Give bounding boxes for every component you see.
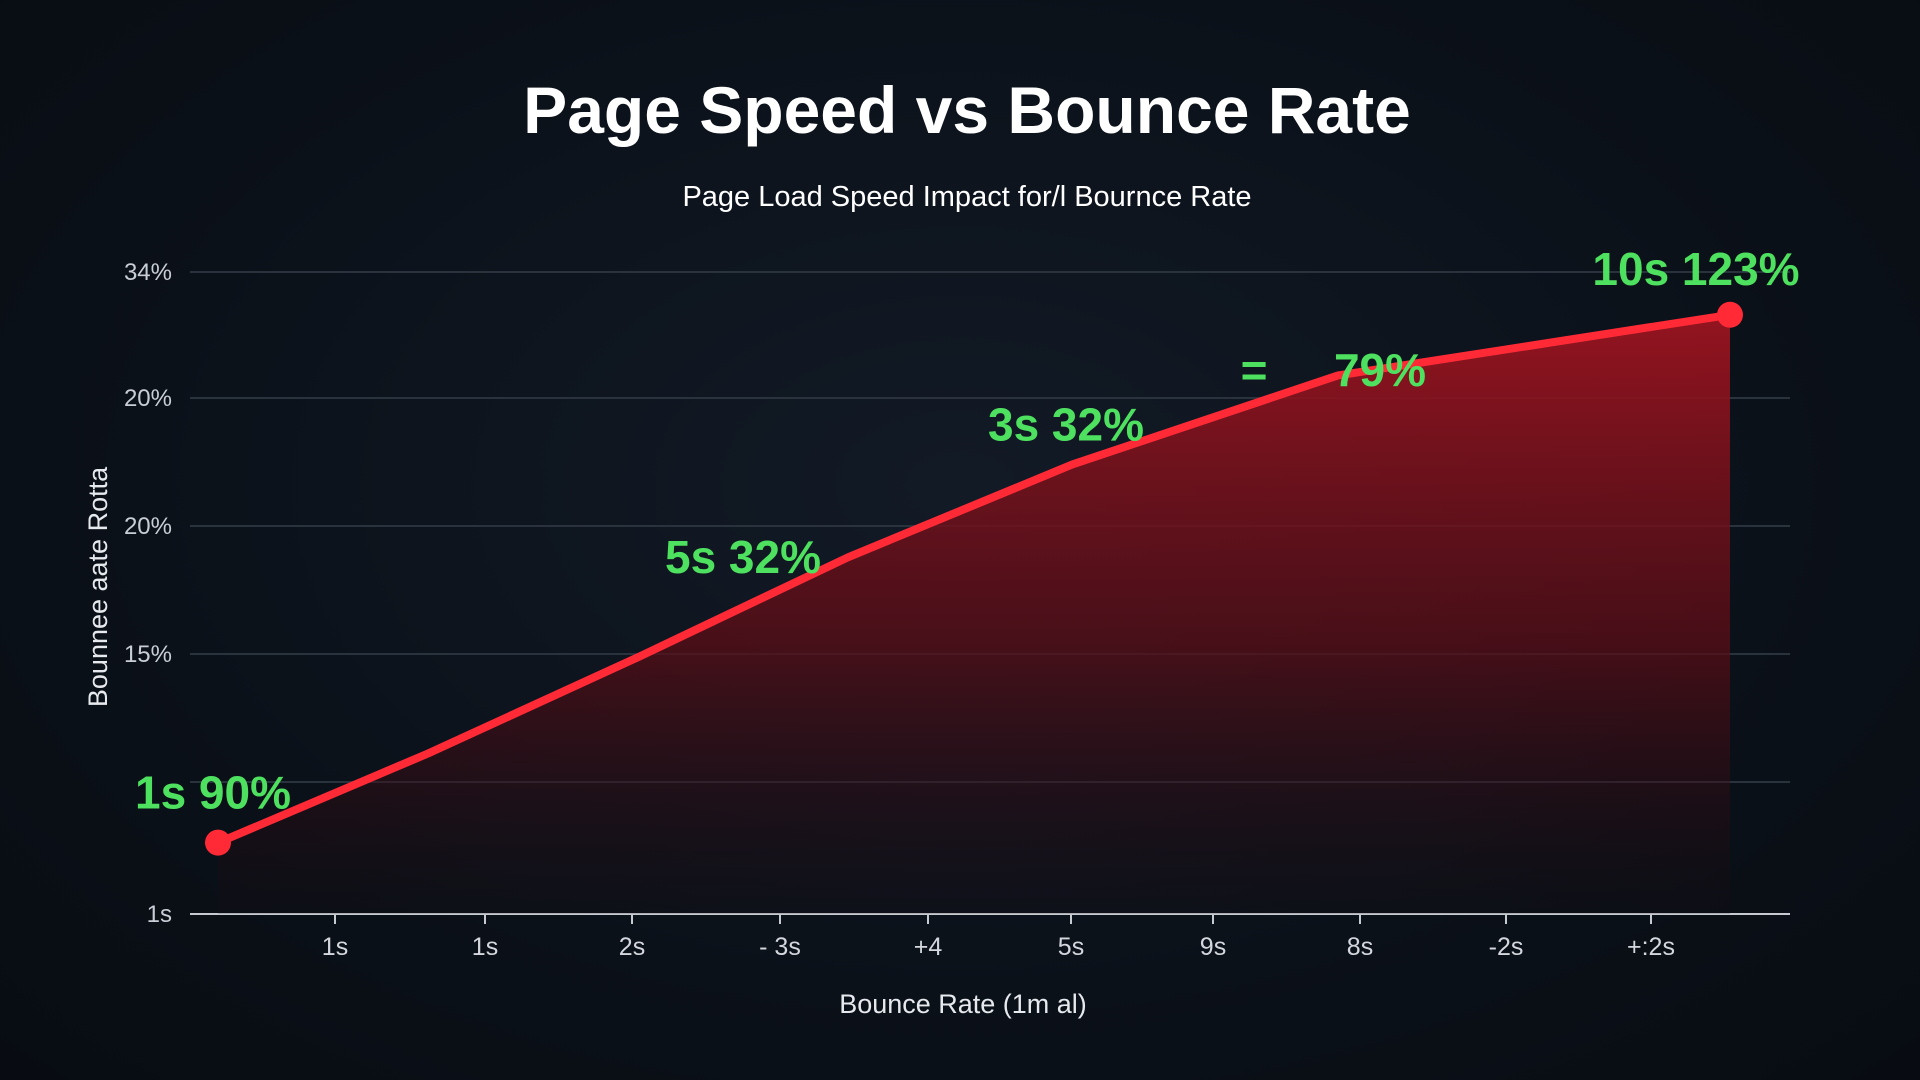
x-tick-label: -2s: [1489, 933, 1524, 961]
x-tick-label: 1s: [322, 933, 348, 961]
y-tick-label: 34%: [124, 259, 172, 286]
chart-title: Page Speed vs Bounce Rate: [523, 73, 1411, 147]
data-label: 1s 90%: [135, 767, 291, 819]
data-labels: 1s 90% 5s 32% 3s 32% = 79% 10s 123%: [135, 243, 1800, 819]
x-axis-label: Bounce Rate (1m al): [839, 989, 1087, 1019]
x-tick-label: +4: [914, 933, 943, 961]
x-tick-label: 5s: [1058, 933, 1084, 961]
x-tick-label: +:2s: [1627, 933, 1675, 961]
y-tick-label: 15%: [124, 641, 172, 668]
data-point-marker: [205, 829, 231, 856]
area-fill-region: [218, 314, 1730, 914]
y-tick-labels: 34% 20% 20% 15% 1s: [124, 259, 172, 928]
x-tick-label: 9s: [1200, 933, 1226, 961]
series-markers: [205, 301, 1743, 856]
y-tick-label: 20%: [124, 385, 172, 412]
x-tick-label: - 3s: [759, 933, 801, 961]
x-tick-labels: 1s 1s 2s - 3s +4 5s 9s 8s -2s +:2s: [322, 914, 1675, 961]
y-tick-label: 20%: [124, 513, 172, 540]
data-label: 79%: [1334, 344, 1426, 396]
x-tick-label: 8s: [1347, 933, 1373, 961]
series-line-path: [214, 310, 1734, 847]
area-fill: [218, 314, 1730, 914]
data-label: 3s 32%: [988, 399, 1144, 451]
data-label: 5s 32%: [665, 531, 821, 583]
data-label: =: [1241, 344, 1268, 396]
series-line: [214, 310, 1734, 847]
chart-subtitle: Page Load Speed Impact for/l Bournce Rat…: [682, 181, 1251, 213]
data-point-marker: [1717, 301, 1743, 328]
x-tick-label: 1s: [472, 933, 498, 961]
y-axis-label: Bounnee aate Rotta: [83, 466, 113, 707]
x-tick-label: 2s: [619, 933, 645, 961]
data-label: 10s 123%: [1592, 243, 1799, 295]
y-tick-label: 1s: [147, 901, 172, 928]
